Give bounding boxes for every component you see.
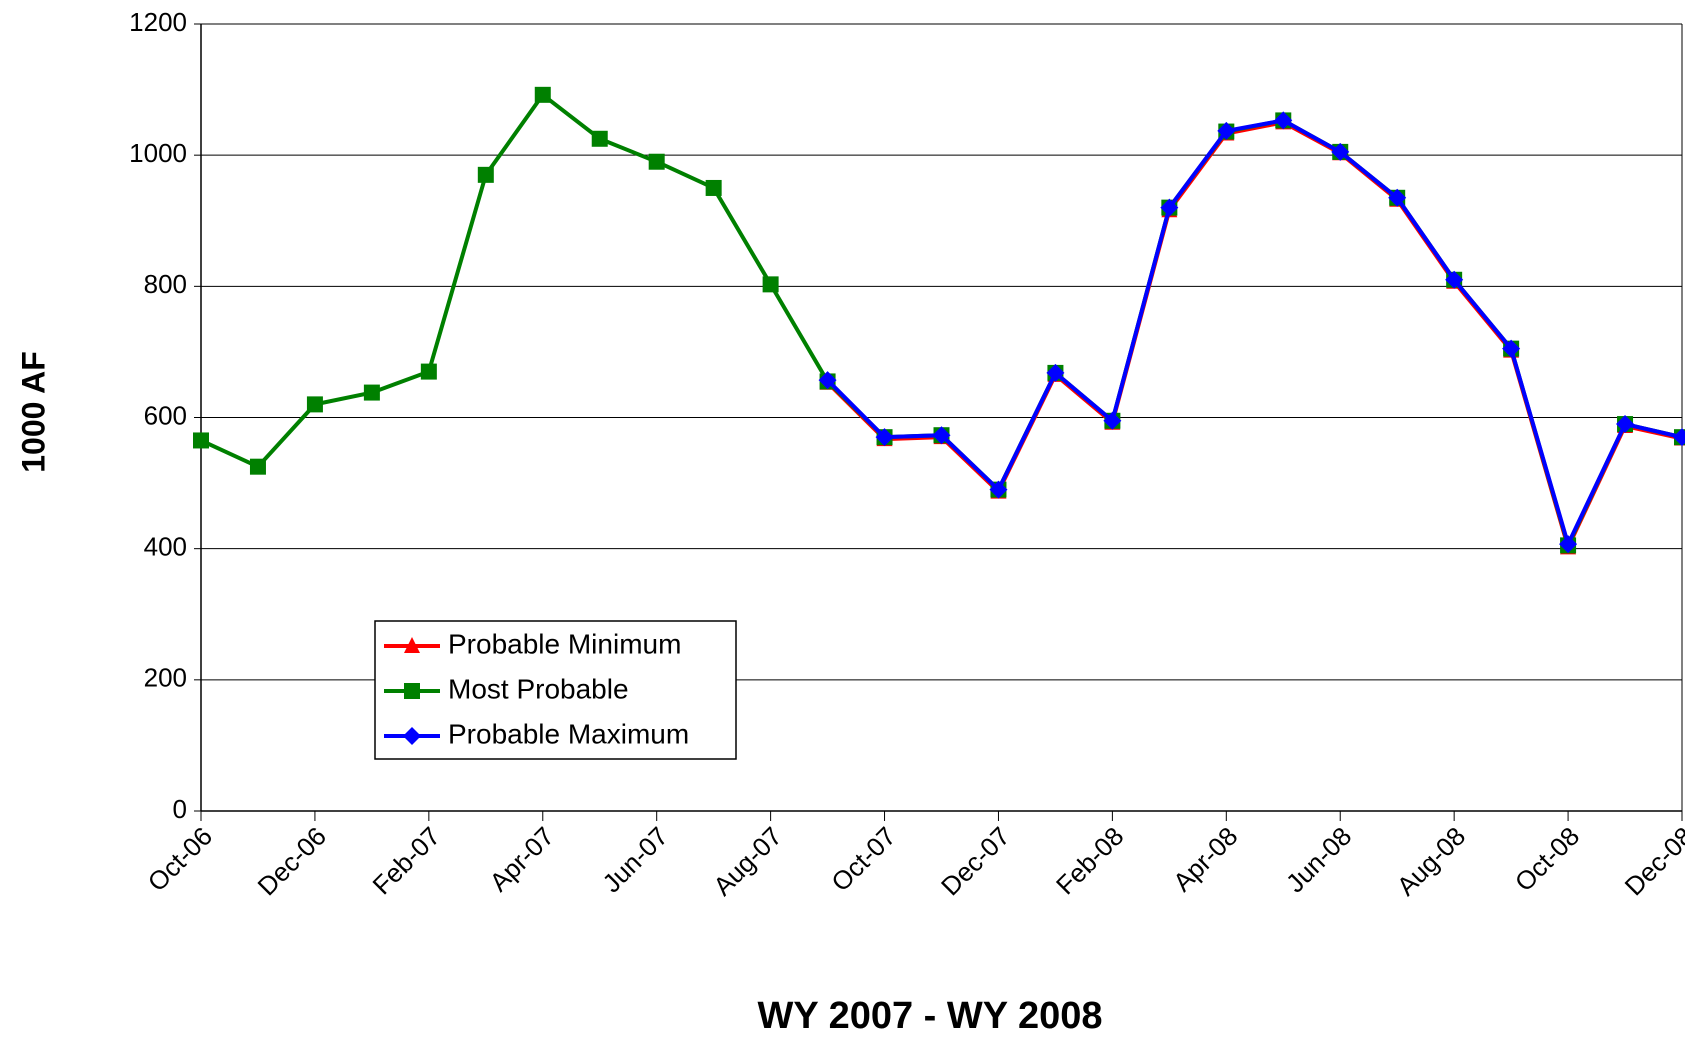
y-tick-label: 1000 (129, 138, 187, 168)
marker (420, 363, 437, 380)
x-tick-label: Dec-08 (1619, 821, 1685, 901)
x-tick-label: Jun-08 (1280, 821, 1357, 898)
marker (648, 153, 665, 170)
marker (1445, 270, 1464, 289)
marker (1046, 363, 1065, 382)
marker (403, 727, 421, 745)
y-tick-label: 200 (144, 663, 187, 693)
x-tick-label: Oct-07 (825, 821, 901, 897)
x-tick-label: Feb-07 (366, 821, 445, 900)
y-tick-label: 400 (144, 532, 187, 562)
marker (193, 432, 209, 449)
marker (875, 428, 894, 447)
y-tick-label: 0 (173, 794, 187, 824)
marker (306, 396, 323, 413)
series-line (826, 118, 1683, 550)
x-tick-label: Oct-06 (142, 821, 218, 897)
x-tick-label: Aug-08 (1391, 821, 1471, 901)
y-tick-label: 1200 (129, 7, 187, 37)
marker (1331, 142, 1350, 161)
marker (989, 480, 1008, 499)
marker (705, 179, 722, 196)
marker (404, 637, 420, 653)
marker (363, 384, 380, 401)
y-tick-label: 800 (144, 269, 187, 299)
x-axis-title: WY 2007 - WY 2008 (757, 995, 1102, 1037)
marker (818, 371, 837, 390)
marker (1103, 411, 1122, 430)
x-tick-label: Apr-07 (483, 821, 559, 897)
series-line (826, 120, 1683, 554)
y-tick-label: 600 (144, 400, 187, 430)
marker (1388, 188, 1407, 207)
legend: Probable Minimum Most Probable Probable Ma… (374, 620, 737, 760)
series-line (200, 91, 1683, 552)
marker (1160, 198, 1179, 217)
marker (477, 166, 494, 183)
x-tick-label: Dec-07 (935, 821, 1015, 901)
legend-label: Probable Minimum (448, 628, 681, 659)
x-tick-label: Apr-08 (1167, 821, 1243, 897)
legend-label: Most Probable (448, 673, 629, 704)
marker (762, 276, 779, 293)
marker (534, 86, 551, 103)
marker (1616, 415, 1635, 434)
x-tick-label: Aug-07 (707, 821, 787, 901)
x-tick-label: Jun-07 (596, 821, 673, 898)
marker (1274, 111, 1293, 130)
marker (249, 458, 266, 475)
marker (1502, 339, 1521, 358)
marker (591, 130, 608, 147)
y-axis-title: 1000 AF (15, 351, 51, 473)
marker (1673, 428, 1685, 447)
marker (1559, 535, 1578, 554)
legend-label: Probable Maximum (448, 718, 689, 749)
marker (1217, 121, 1236, 140)
marker (932, 426, 951, 445)
x-tick-label: Feb-08 (1050, 821, 1129, 900)
x-tick-label: Oct-08 (1509, 821, 1585, 897)
x-tick-label: Dec-06 (252, 821, 332, 901)
marker (404, 683, 420, 699)
